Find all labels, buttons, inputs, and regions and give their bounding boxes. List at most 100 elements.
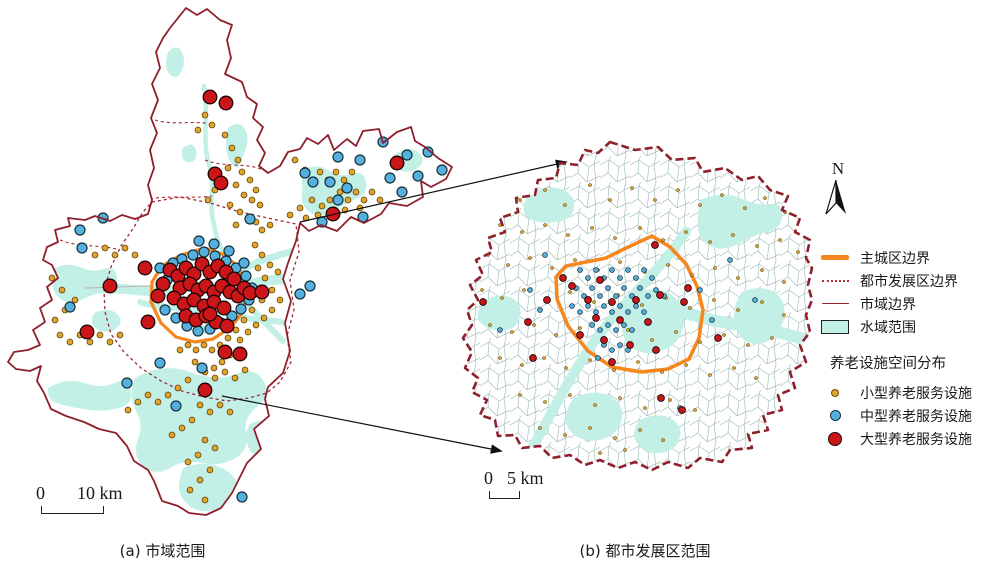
facility-dot-large <box>644 318 652 326</box>
facility-dot-small <box>234 156 242 164</box>
facility-dot-small <box>252 321 260 329</box>
facility-dot-small <box>666 263 670 267</box>
facility-dot-small <box>276 296 284 304</box>
facility-dot-large <box>232 346 248 362</box>
facility-dot-small <box>518 198 522 202</box>
facility-dot-small <box>226 408 234 416</box>
facility-dot-small <box>56 331 64 339</box>
facility-dot-small <box>608 198 612 202</box>
facility-dot-large <box>79 324 95 340</box>
facility-dot-large <box>596 276 604 284</box>
facility-dot-small <box>240 191 248 199</box>
facility-dot-medium <box>709 317 715 323</box>
facility-dot-medium <box>193 235 205 247</box>
facility-dot-large <box>150 288 166 304</box>
facility-dot-small <box>101 244 109 252</box>
facility-dot-medium <box>645 293 651 299</box>
facility-dot-small <box>134 398 142 406</box>
legend-label: 大型养老服务设施 <box>860 431 972 448</box>
legend-item-large-facility: 大型养老服务设施 <box>820 427 998 450</box>
facility-dot-small <box>252 186 260 194</box>
facility-dot-medium <box>653 287 659 293</box>
legend: 主城区边界 都市发展区边界 市域边界 水域范围 养老设施空间分布 小型养老服务设… <box>820 246 998 450</box>
facility-dot-small <box>480 288 484 292</box>
facility-dot-medium <box>196 362 208 374</box>
facility-dot-small <box>543 188 547 192</box>
facility-dot-small <box>248 306 256 314</box>
facility-dot-small <box>106 338 114 346</box>
facility-dot-small <box>236 336 244 344</box>
facility-dot-small <box>506 263 510 267</box>
facility-legend-header: 养老设施空间分布 <box>830 356 946 372</box>
legend-label: 中型养老服务设施 <box>860 408 972 425</box>
facility-dot-small <box>520 230 524 234</box>
facility-dot-small <box>176 346 184 354</box>
facility-dot-medium <box>64 301 76 313</box>
facility-dot-medium <box>585 303 591 309</box>
facility-dot-medium <box>384 172 396 184</box>
facility-dot-small <box>782 313 786 317</box>
link-arrow-top <box>299 159 568 223</box>
facility-dot-large <box>651 241 659 249</box>
facility-dot-small <box>722 333 726 337</box>
facility-dot-small <box>588 183 592 187</box>
facility-dot-large <box>576 331 584 339</box>
facility-dot-small <box>308 196 316 204</box>
facility-dot-small <box>236 208 244 216</box>
facility-dot-small <box>693 408 697 412</box>
facility-dot-small <box>731 233 735 237</box>
facility-dot-medium <box>577 267 583 273</box>
facility-dot-medium <box>240 270 252 282</box>
water-areas-b <box>477 187 806 455</box>
facility-dot-small <box>191 358 199 366</box>
facility-dot-medium <box>629 327 635 333</box>
facility-dot-small <box>528 256 532 260</box>
facility-dot-medium <box>76 242 88 254</box>
facility-dot-small <box>566 233 570 237</box>
facility-dot-medium <box>625 267 631 273</box>
facility-dot-small <box>268 286 276 294</box>
facility-dot-medium <box>74 224 86 236</box>
facility-dot-small <box>708 373 712 377</box>
small-facility-dot-icon <box>820 388 850 397</box>
facility-dot-small <box>204 196 212 204</box>
facility-dot-small <box>48 274 56 282</box>
facility-dot-large <box>632 296 640 304</box>
facility-dot-small <box>630 186 634 190</box>
facility-dot-small <box>274 268 282 276</box>
facility-dot-small <box>623 448 627 452</box>
facility-dot-small <box>352 188 360 196</box>
facility-dot-small <box>488 323 492 327</box>
facility-dot-small <box>211 444 219 452</box>
facility-dot-small <box>698 340 702 344</box>
facility-dot-small <box>340 176 348 184</box>
facility-dot-medium <box>159 304 171 316</box>
facility-dot-medium <box>121 377 133 389</box>
facility-dot-medium <box>597 327 603 333</box>
facility-dot-small <box>221 131 229 139</box>
facility-dot-small <box>206 466 214 474</box>
facility-dot-small <box>563 433 567 437</box>
facility-dot-small <box>206 408 214 416</box>
facility-dot-small <box>573 258 577 262</box>
facility-dot-medium <box>170 400 182 412</box>
facility-dot-medium <box>593 267 599 273</box>
facility-dot-small <box>192 346 200 354</box>
facility-dot-medium <box>307 176 319 188</box>
facility-dot-small <box>532 323 536 327</box>
facility-dot-medium <box>629 293 635 299</box>
facility-dot-medium <box>609 309 615 315</box>
facility-dot-small <box>510 330 514 334</box>
facility-dot-medium <box>613 293 619 299</box>
minor-road-line <box>84 285 151 289</box>
facility-dot-medium <box>436 164 448 176</box>
facility-dot-medium <box>223 245 235 257</box>
facility-dot-small <box>238 168 246 176</box>
facility-dot-medium <box>589 285 595 291</box>
legend-item-water: 水域范围 <box>820 315 998 338</box>
facility-dot-large <box>197 382 213 398</box>
facility-dot-medium <box>354 154 366 166</box>
facility-dot-medium <box>597 293 603 299</box>
